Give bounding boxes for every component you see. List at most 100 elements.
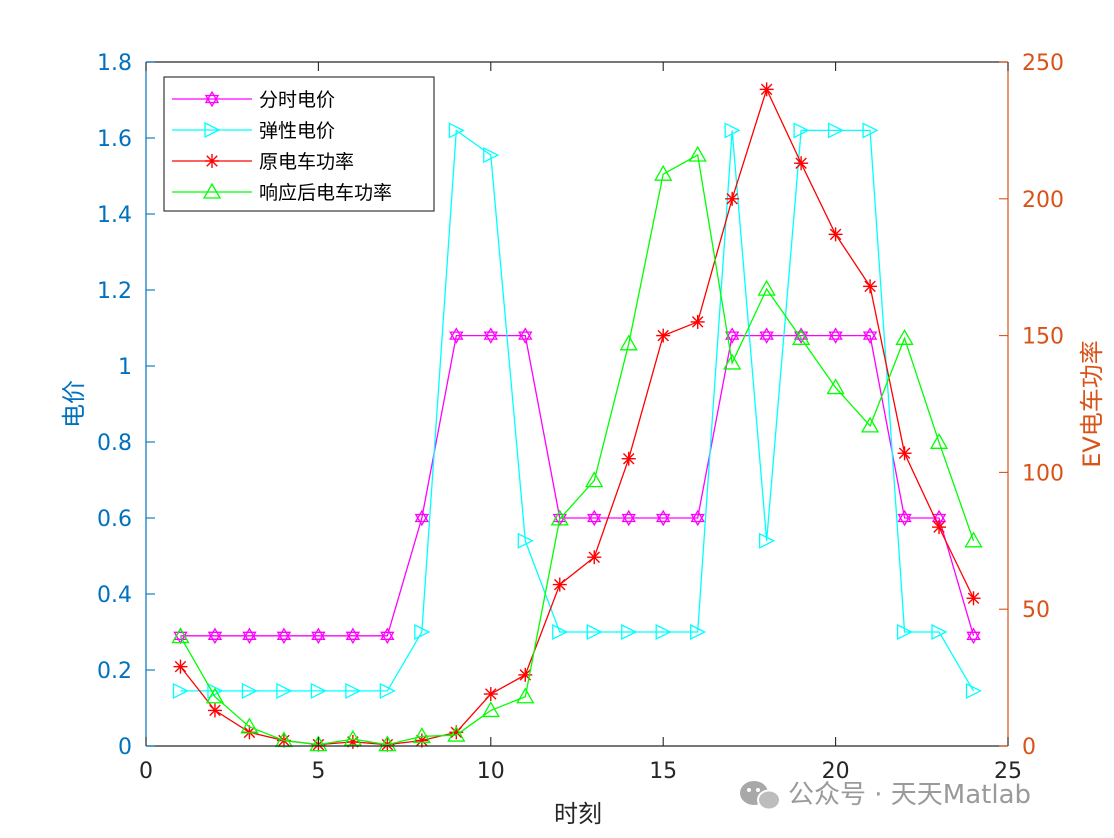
- data-point: [897, 509, 912, 527]
- data-point: [586, 623, 603, 641]
- data-point: [965, 682, 982, 699]
- data-point: [759, 327, 774, 344]
- axes-layer: 0 5 10 15 20 2500.20.40.60.811.21.41.61.80501…: [97, 51, 1064, 784]
- data-point: [690, 314, 705, 329]
- data-point: [828, 227, 843, 242]
- data-point: [310, 682, 327, 699]
- data-point: [897, 446, 912, 461]
- data-point: [345, 734, 360, 749]
- y-left-tick-label: 0.8: [97, 431, 132, 456]
- series-layer: [171, 82, 983, 752]
- data-point: [621, 509, 636, 527]
- x-tick-label: 10: [477, 759, 505, 784]
- data-point: [552, 577, 567, 592]
- data-point: [550, 509, 569, 526]
- data-point: [621, 451, 636, 466]
- legend-marker: [204, 121, 221, 139]
- data-point: [483, 147, 500, 164]
- data-point: [932, 520, 947, 535]
- x-tick-label: 15: [649, 759, 677, 784]
- data-point: [896, 623, 914, 641]
- x-axis-label: 时刻: [554, 800, 602, 828]
- data-point: [378, 735, 397, 752]
- y-axis-left-label: 电价: [60, 380, 88, 428]
- legend-marker: [205, 154, 219, 168]
- data-point: [723, 353, 742, 370]
- legend-item: 响应后电车功率: [172, 182, 392, 204]
- y-left-tick-label: 0.6: [97, 507, 132, 532]
- data-point: [276, 682, 293, 699]
- y-left-tick-label: 1.4: [97, 203, 132, 228]
- data-point: [483, 687, 498, 702]
- data-point: [656, 328, 671, 343]
- data-point: [481, 701, 500, 718]
- data-point: [585, 471, 604, 488]
- data-point: [448, 122, 465, 139]
- data-point: [171, 627, 190, 644]
- data-point: [242, 627, 257, 645]
- series-line-1: [180, 334, 975, 637]
- data-point: [860, 416, 880, 433]
- data-point: [690, 509, 705, 527]
- data-point: [345, 627, 361, 645]
- data-point: [724, 122, 741, 139]
- data-point: [931, 623, 948, 641]
- data-point: [759, 82, 774, 97]
- legend-label: 弹性电价: [259, 120, 335, 142]
- data-point: [172, 682, 189, 699]
- y-right-tick-label: 250: [1022, 51, 1064, 76]
- y-left-tick-label: 0.4: [97, 583, 132, 608]
- legend-label: 分时电价: [259, 89, 335, 111]
- data-point: [724, 327, 740, 344]
- data-point: [379, 682, 396, 699]
- data-point: [207, 682, 224, 699]
- data-point: [343, 729, 363, 746]
- data-point: [964, 531, 983, 548]
- y-left-tick-label: 1.2: [97, 279, 132, 304]
- data-point: [207, 703, 222, 718]
- x-tick-label: 25: [994, 759, 1022, 784]
- data-point: [827, 122, 845, 139]
- x-tick-label: 20: [822, 759, 850, 784]
- data-point: [173, 659, 188, 674]
- data-point: [414, 623, 431, 641]
- data-point: [241, 682, 258, 699]
- data-point: [587, 550, 602, 565]
- data-point: [654, 164, 673, 181]
- y-right-tick-label: 200: [1022, 188, 1064, 213]
- data-point: [826, 378, 845, 395]
- y-left-tick-label: 1.6: [97, 127, 132, 152]
- data-point: [966, 591, 981, 606]
- data-point: [725, 191, 740, 206]
- data-point: [380, 627, 395, 645]
- data-point: [929, 432, 949, 449]
- y-axis-right-label: EV电车功率: [1078, 340, 1106, 468]
- y-right-tick-label: 100: [1022, 461, 1064, 486]
- legend-item: 弹性电价: [172, 120, 335, 142]
- legend-marker: [202, 182, 222, 199]
- data-point: [791, 329, 811, 345]
- legend-item: 原电车功率: [172, 151, 354, 173]
- data-point: [412, 727, 431, 744]
- data-point: [449, 327, 464, 344]
- data-point: [552, 623, 569, 641]
- data-point: [863, 279, 878, 294]
- data-point: [619, 334, 638, 351]
- y-right-tick-label: 50: [1022, 598, 1050, 623]
- data-point: [794, 156, 809, 171]
- data-point: [688, 145, 707, 162]
- x-tick-label: 0: [139, 759, 153, 784]
- data-point: [240, 717, 259, 734]
- data-point: [621, 623, 638, 641]
- y-left-tick-label: 0.2: [97, 659, 132, 684]
- data-point: [518, 327, 533, 344]
- legend-label: 响应后电车功率: [259, 182, 392, 204]
- series-2: [172, 122, 982, 699]
- series-1: [173, 327, 981, 645]
- data-point: [447, 725, 466, 742]
- data-point: [966, 627, 981, 645]
- data-point: [828, 327, 843, 344]
- data-point: [862, 327, 878, 344]
